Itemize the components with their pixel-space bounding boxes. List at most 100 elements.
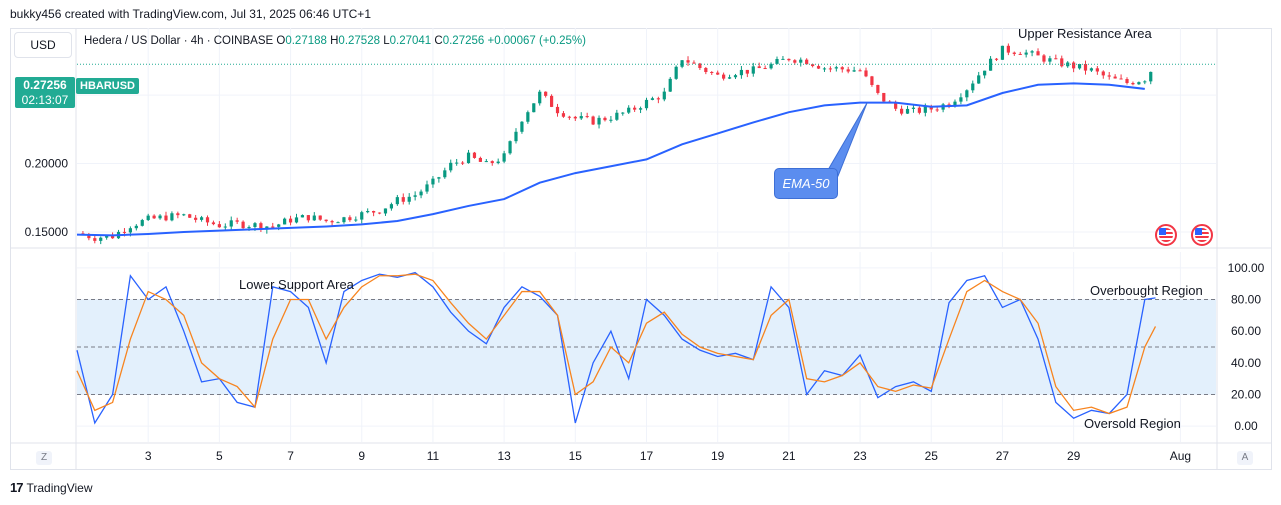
candle-body: [383, 208, 388, 214]
candle-body: [585, 116, 589, 118]
price-tick-label: 0.20000: [25, 157, 69, 171]
candle-body: [259, 223, 263, 230]
countdown-timer: 02:13:07: [21, 93, 69, 107]
candle-body: [977, 75, 981, 84]
candle-body: [1101, 71, 1105, 76]
candle-body: [638, 108, 643, 110]
candle-body: [229, 220, 233, 227]
currency-button[interactable]: USD: [14, 32, 72, 58]
candle-body: [959, 97, 963, 102]
symbol-name: Hedera / US Dollar · 4h · COINBASE: [84, 35, 274, 47]
candle-body: [128, 228, 132, 233]
upper-resistance-label: Upper Resistance Area: [1018, 26, 1152, 41]
candle-body: [953, 101, 957, 107]
candle-body: [194, 217, 198, 220]
time-tick-label: 17: [640, 449, 654, 463]
symbol-legend[interactable]: Hedera / US Dollar · 4h · COINBASE O0.27…: [84, 35, 586, 47]
candle-body: [348, 217, 352, 221]
candle-body: [627, 107, 631, 113]
candle-body: [443, 170, 447, 178]
candle-body: [965, 90, 969, 98]
low-value: 0.27041: [389, 35, 432, 47]
candle-body: [698, 63, 702, 68]
candle-body: [1072, 62, 1076, 69]
candle-body: [1125, 79, 1129, 84]
candle-body: [544, 91, 548, 96]
candle-body: [87, 234, 91, 239]
ema-callout[interactable]: EMA-50: [774, 168, 838, 199]
oscillator-tick-label: 0.00: [1234, 419, 1258, 433]
high-label: H: [330, 35, 339, 47]
candle-body: [609, 119, 613, 121]
candle-body: [994, 58, 999, 60]
us-flag-event-icon[interactable]: [1155, 224, 1177, 246]
candle-body: [312, 215, 316, 221]
candle-body: [152, 215, 156, 219]
candle-body: [929, 106, 933, 110]
time-tick-label: 23: [853, 449, 867, 463]
time-tick-label: 3: [145, 449, 152, 463]
time-tick-label: 13: [497, 449, 511, 463]
candle-body: [1083, 63, 1088, 71]
candle-body: [122, 231, 127, 233]
candle-body: [1089, 68, 1094, 71]
zoom-reset-button[interactable]: Z: [36, 451, 52, 465]
us-flag-event-icon[interactable]: [1191, 224, 1213, 246]
candle-body: [911, 107, 916, 109]
overbought-label: Overbought Region: [1090, 283, 1203, 298]
candle-body: [615, 112, 619, 120]
ema-layer: [76, 63, 1216, 237]
candle-body: [99, 237, 103, 241]
candle-body: [318, 215, 322, 220]
candle-body: [437, 177, 441, 179]
candle-body: [336, 222, 340, 224]
candle-body: [935, 109, 939, 111]
candle-body: [555, 106, 560, 114]
candle-body: [105, 235, 109, 238]
candle-body: [271, 226, 275, 228]
candle-body: [858, 70, 862, 72]
candle-body: [799, 59, 803, 63]
candle-body: [870, 76, 874, 85]
candle-body: [923, 106, 927, 113]
candle-body: [876, 84, 880, 93]
high-value: 0.27528: [338, 35, 380, 47]
time-tick-label: 9: [358, 449, 365, 463]
oscillator-tick-label: 20.00: [1231, 388, 1261, 402]
candle-body: [455, 162, 459, 164]
open-value: 0.27188: [285, 35, 327, 47]
candle-body: [1143, 81, 1147, 83]
callout-arrow: [827, 102, 868, 177]
candle-body: [134, 225, 138, 229]
auto-scale-button[interactable]: A: [1237, 451, 1253, 465]
axes: 0.150000.200000.250000.0020.0040.0060.00…: [10, 28, 1272, 470]
oscillator-tick-label: 60.00: [1231, 324, 1261, 338]
candle-body: [324, 219, 328, 222]
candle-body: [354, 219, 358, 221]
candle-body: [532, 103, 536, 113]
ticker-badge: HBARUSD: [76, 78, 139, 94]
tradingview-logo[interactable]: 17 TradingView: [10, 480, 93, 495]
lower-support-label: Lower Support Area: [239, 277, 354, 292]
candle-body: [1060, 58, 1064, 67]
candle-body: [401, 197, 405, 202]
candle-body: [170, 213, 174, 221]
candle-body: [561, 113, 566, 117]
time-tick-label: 29: [1067, 449, 1081, 463]
candle-body: [288, 218, 293, 223]
time-tick-label: 5: [216, 449, 223, 463]
candle-body: [603, 117, 607, 121]
candle-body: [1113, 76, 1117, 79]
candle-body: [300, 215, 305, 218]
candle-body: [704, 67, 708, 73]
candle-body: [816, 66, 821, 69]
candle-body: [520, 121, 524, 132]
oscillator-tick-label: 40.00: [1231, 356, 1261, 370]
candle-body: [971, 83, 975, 91]
watermark-caption: bukky456 created with TradingView.com, J…: [10, 7, 371, 21]
candle-body: [199, 217, 204, 220]
candle-body: [1054, 58, 1058, 60]
candle-body: [633, 107, 637, 110]
oscillator-lines: [76, 271, 1157, 425]
